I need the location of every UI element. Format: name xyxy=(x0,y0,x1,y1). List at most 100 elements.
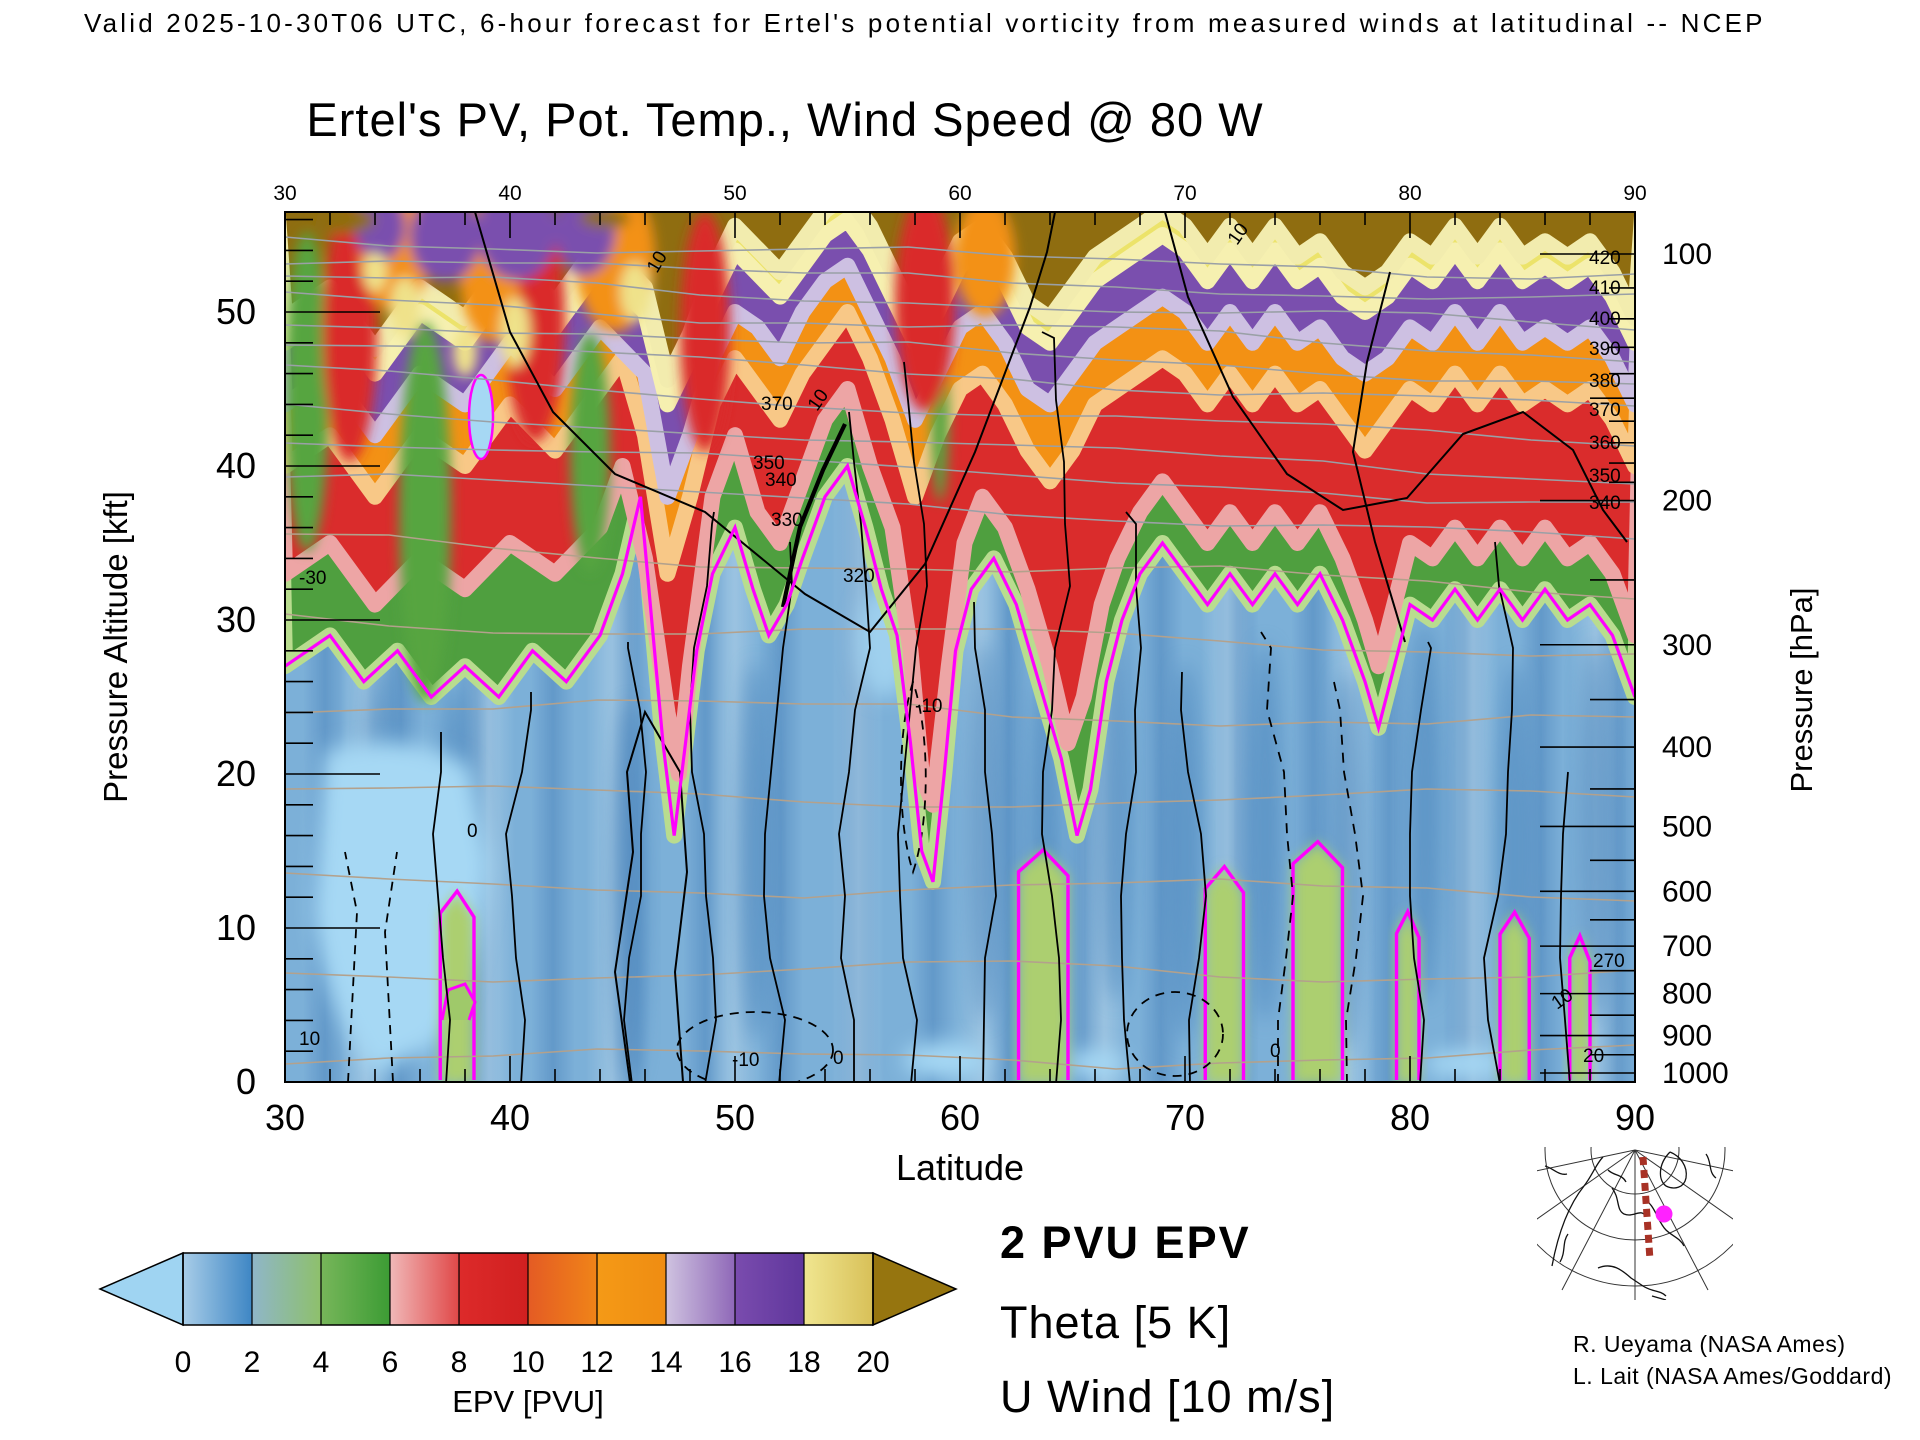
dark-blue-column xyxy=(613,702,647,1082)
y-left-tick-label: 20 xyxy=(216,753,256,794)
colorbar-title: EPV [PVU] xyxy=(452,1384,604,1419)
cross-section-map-inset xyxy=(1537,1147,1733,1300)
uwind-label: 10 xyxy=(299,1029,320,1050)
epv-colorbar: 0 2 4 6 8 10 12 14 16 18 20 xyxy=(98,1251,958,1379)
cross-section-track-line xyxy=(1639,1156,1654,1261)
plot-frame xyxy=(284,211,1636,1083)
uwind-contour xyxy=(1120,511,1142,1082)
dark-blue-column xyxy=(738,662,772,1042)
theta-label: 420 xyxy=(1589,248,1621,269)
credit-line-2: L. Lait (NASA Ames/Goddard) xyxy=(1573,1363,1892,1389)
surface-pv-column xyxy=(1205,866,1244,1082)
small-negative-epv-sliver xyxy=(467,373,495,461)
x-axis-title: Latitude xyxy=(896,1147,1024,1188)
surface-pv-outline xyxy=(1203,863,1246,1080)
x-tick-label-top: 90 xyxy=(1623,182,1646,205)
surface-pv-outline xyxy=(1291,839,1345,1080)
plot-area: 4204104003903803703603503403703503403303… xyxy=(284,211,1636,1083)
dark-blue-column xyxy=(1168,662,1202,1042)
colorbar-tick-label: 16 xyxy=(718,1346,751,1379)
colorbar-segment xyxy=(528,1253,597,1325)
uwind-contour xyxy=(897,361,928,1082)
uwind-contour xyxy=(1041,331,1071,1082)
y-left-tick-label: 10 xyxy=(216,907,256,948)
x-tick-label: 50 xyxy=(715,1097,755,1138)
theta-label: 350 xyxy=(753,453,785,474)
colorbar-under-arrow xyxy=(98,1251,184,1327)
colorbar-segment xyxy=(735,1253,804,1325)
theta-contour xyxy=(285,364,1635,447)
theta-contour xyxy=(285,442,1635,504)
axis-inner-ticks xyxy=(284,212,1636,1083)
y-right-tick-label: 500 xyxy=(1662,810,1712,843)
surface-pv-outline xyxy=(1016,847,1070,1080)
theta-label: 370 xyxy=(761,394,793,415)
map-graticule xyxy=(1537,1147,1733,1300)
location-marker-dot xyxy=(1655,1205,1673,1223)
colorbar-tick-label: 20 xyxy=(856,1346,889,1379)
uwind-contour-strong xyxy=(780,423,847,608)
legend-2pvu: 2 PVU EPV xyxy=(1000,1217,1251,1268)
theta-contour xyxy=(285,473,1635,540)
y-left-tick-label: 0 xyxy=(236,1061,256,1102)
theta-label: 410 xyxy=(1589,278,1621,299)
uwind-negative-loop xyxy=(676,1011,834,1082)
theta-contour xyxy=(285,699,1635,727)
y-right-tick-label: 100 xyxy=(1662,238,1712,271)
colorbar-tick-label: 2 xyxy=(244,1346,261,1379)
x-tick-label-top: 50 xyxy=(723,182,746,205)
uwind-negative-loop xyxy=(1126,991,1224,1077)
uwind-contour xyxy=(1483,541,1514,1082)
theta-label: 370 xyxy=(1589,400,1621,421)
uwind-contour xyxy=(1164,212,1628,543)
uwind-contour xyxy=(432,732,451,1082)
uwind-label: 0 xyxy=(833,1048,844,1069)
uwind-contour xyxy=(689,511,717,1082)
surface-pv-column xyxy=(1500,912,1530,1082)
surface-pv-outline xyxy=(1498,908,1531,1080)
x-tick-label: 60 xyxy=(940,1097,980,1138)
y-right-tick-label: 400 xyxy=(1662,731,1712,764)
x-tick-label-top: 80 xyxy=(1398,182,1421,205)
surface-pv-column xyxy=(1018,849,1068,1082)
colorbar-segment xyxy=(666,1253,735,1325)
uwind-contour xyxy=(613,709,689,1082)
theta-label: 400 xyxy=(1589,309,1621,330)
colorbar-tick-label: 14 xyxy=(649,1346,682,1379)
uwind-contour xyxy=(1333,681,1364,1082)
y-right-tick-label: 1000 xyxy=(1662,1057,1729,1090)
uwind-contour xyxy=(474,212,1056,634)
theta-label: 340 xyxy=(1589,493,1621,514)
colorbar-tick-label: 4 xyxy=(313,1346,330,1379)
theta-contour xyxy=(285,960,1635,983)
credit-line-1: R. Ueyama (NASA Ames) xyxy=(1573,1331,1846,1357)
axis-tick-labels: 3030404050506060707080809090010203040501… xyxy=(216,182,1729,1138)
theta-label: 270 xyxy=(1593,951,1625,972)
colorbar-segment xyxy=(390,1253,459,1325)
colorbar-over-arrow xyxy=(872,1251,958,1327)
theta-contour xyxy=(285,533,1635,600)
x-tick-label-top: 60 xyxy=(948,182,971,205)
uwind-contour xyxy=(1260,631,1294,1082)
uwind-label: 0 xyxy=(467,821,478,842)
colorbar-tick-label: 6 xyxy=(382,1346,399,1379)
legend-theta: Theta [5 K] xyxy=(1000,1297,1231,1348)
x-tick-label-top: 40 xyxy=(498,182,521,205)
theta-contour xyxy=(285,260,1635,300)
x-tick-label: 70 xyxy=(1165,1097,1205,1138)
uwind-contour xyxy=(505,692,532,1082)
dark-blue-column xyxy=(968,642,1002,1022)
x-tick-label-top: 30 xyxy=(273,182,296,205)
epv-field: 4204104003903803703603503403703503403303… xyxy=(285,212,1635,1082)
colorbar-segment xyxy=(252,1253,321,1325)
x-tick-label: 90 xyxy=(1615,1097,1655,1138)
y-right-tick-label: 700 xyxy=(1662,930,1712,963)
surface-pv-outline xyxy=(438,888,476,1080)
colorbar-segment xyxy=(597,1253,666,1325)
uwind-contour xyxy=(1351,271,1406,643)
dark-blue-column xyxy=(1578,642,1612,1022)
uwind-contour xyxy=(1409,641,1432,1082)
colorbar-tick-label: 8 xyxy=(451,1346,468,1379)
